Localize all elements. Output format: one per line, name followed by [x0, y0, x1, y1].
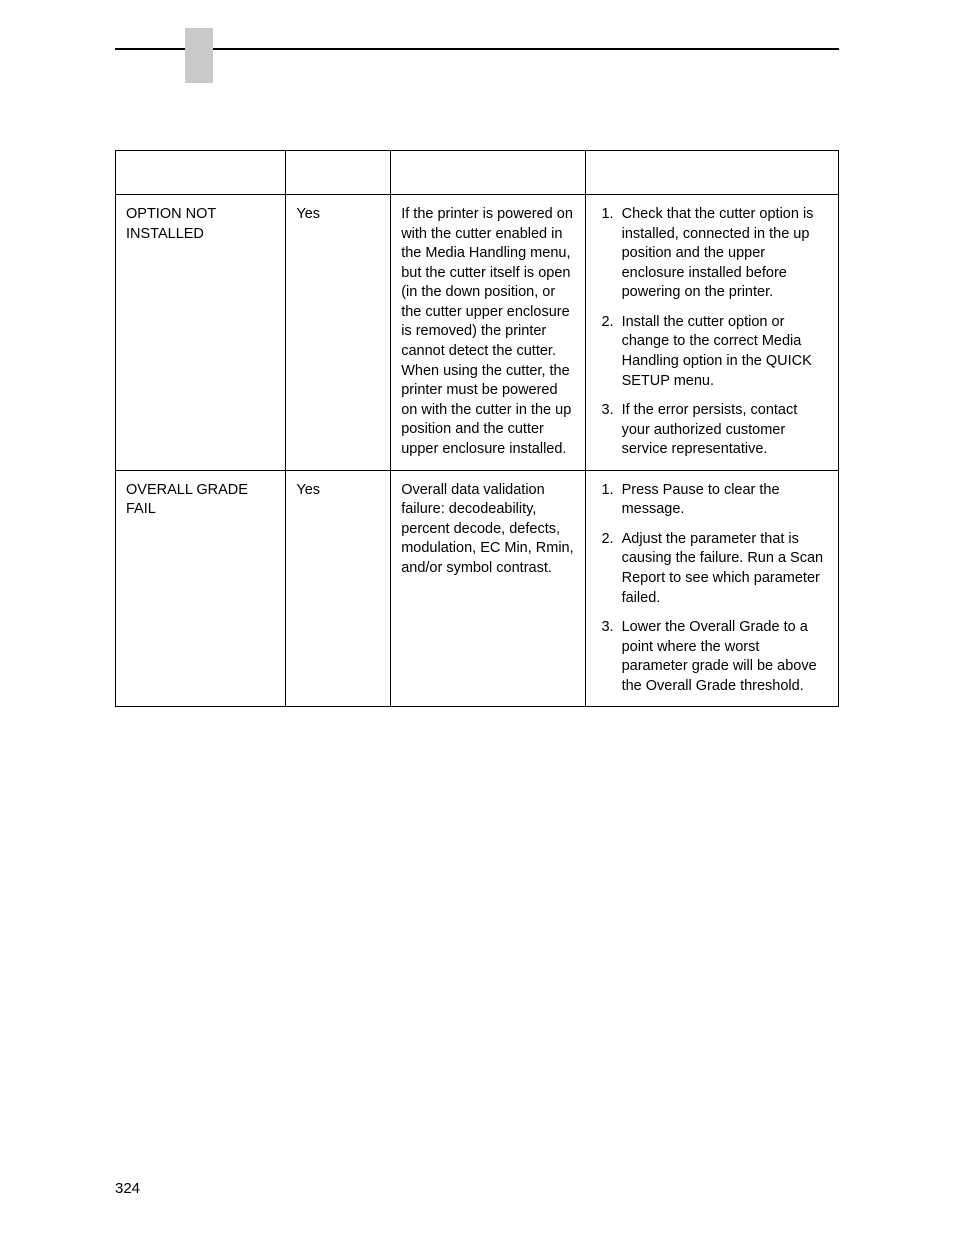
solution-step: Lower the Overall Grade to a point where…	[618, 618, 828, 696]
page-header-rule	[115, 40, 839, 100]
solution-list: Check that the cutter option is installe…	[596, 205, 828, 460]
col-header-solution	[585, 151, 838, 195]
table-header-row	[116, 151, 839, 195]
troubleshooting-table: OPTION NOT INSTALLED Yes If the printer …	[115, 150, 839, 707]
cell-solution: Press Pause to clear the message. Adjust…	[585, 470, 838, 707]
solution-step: Adjust the parameter that is causing the…	[618, 530, 828, 608]
table-row: OVERALL GRADE FAIL Yes Overall data vali…	[116, 470, 839, 707]
col-header-explanation	[391, 151, 585, 195]
header-rule-right	[213, 48, 839, 50]
cell-explanation: If the printer is powered on with the cu…	[391, 195, 585, 471]
cell-message: OVERALL GRADE FAIL	[116, 470, 286, 707]
header-thumb-tab	[185, 28, 213, 83]
cell-message: OPTION NOT INSTALLED	[116, 195, 286, 471]
solution-step: Check that the cutter option is installe…	[618, 205, 828, 303]
document-page: OPTION NOT INSTALLED Yes If the printer …	[0, 0, 954, 1235]
page-number: 324	[115, 1180, 140, 1197]
cell-can-clear: Yes	[286, 470, 391, 707]
cell-can-clear: Yes	[286, 195, 391, 471]
solution-list: Press Pause to clear the message. Adjust…	[596, 481, 828, 697]
solution-step: Press Pause to clear the message.	[618, 481, 828, 520]
table-row: OPTION NOT INSTALLED Yes If the printer …	[116, 195, 839, 471]
col-header-message	[116, 151, 286, 195]
cell-explanation: Overall data validation failure: decodea…	[391, 470, 585, 707]
cell-solution: Check that the cutter option is installe…	[585, 195, 838, 471]
header-rule-left	[115, 48, 185, 50]
solution-step: Install the cutter option or change to t…	[618, 313, 828, 391]
solution-step: If the error persists, contact your auth…	[618, 401, 828, 460]
col-header-clear	[286, 151, 391, 195]
